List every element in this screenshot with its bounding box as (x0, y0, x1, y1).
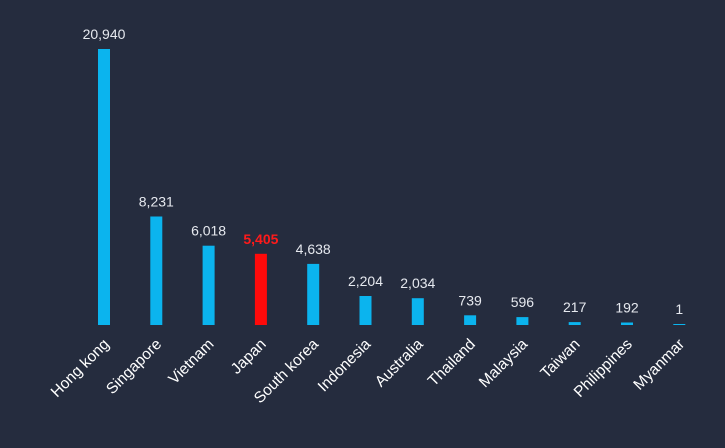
category-label: Malaysia (476, 336, 532, 392)
category-label: Myanmar (630, 336, 688, 394)
bar-japan (254, 253, 267, 325)
bar-malaysia (516, 317, 529, 325)
bar-vietnam (202, 245, 215, 325)
bar-south-korea (307, 263, 320, 325)
value-label: 1 (675, 301, 683, 317)
category-label: Singapore (103, 336, 165, 398)
bar-taiwan (568, 322, 581, 325)
bar-australia (411, 298, 424, 325)
bar-singapore (150, 216, 163, 325)
value-label: 192 (615, 300, 639, 316)
category-label: Vietnam (165, 336, 217, 388)
value-label: 2,204 (348, 273, 383, 289)
value-label: 4,638 (296, 241, 331, 257)
value-label: 8,231 (139, 194, 174, 210)
value-label: 596 (511, 294, 535, 310)
bar-thailand (464, 315, 477, 325)
value-label: 6,018 (191, 223, 226, 239)
category-label: Australia (372, 336, 427, 391)
bar-hong-kong (98, 49, 110, 325)
category-label: Thailand (425, 336, 479, 390)
bar-indonesia (359, 296, 372, 325)
value-label: 2,034 (400, 275, 435, 291)
bar-myanmar (673, 324, 686, 325)
value-label: 739 (458, 292, 482, 308)
category-label: Taiwan (537, 336, 583, 382)
category-label: Indonesia (315, 336, 375, 396)
bar-philippines (621, 322, 633, 325)
value-label: 217 (563, 299, 587, 315)
category-label: Japan (228, 336, 270, 378)
value-label: 5,405 (243, 231, 278, 247)
value-label: 20,940 (83, 26, 126, 42)
category-label: Hong kong (48, 336, 113, 401)
